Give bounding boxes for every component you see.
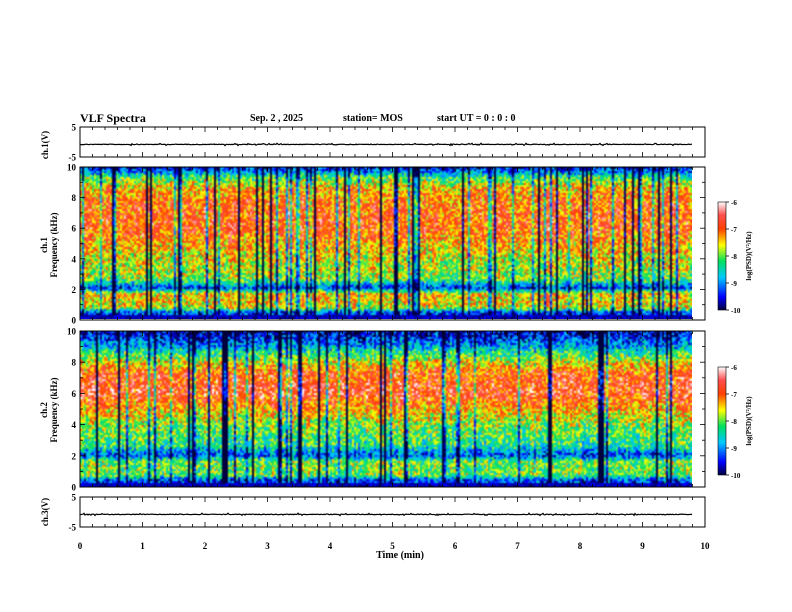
date-label: Sep. 2 , 2025	[250, 113, 304, 124]
ch3-waveform-ylabel: ch.3(V)	[40, 498, 50, 526]
ch2-colorbar-tick-label: -10	[731, 472, 741, 480]
ch1-colorbar-tick-label: -9	[731, 280, 737, 288]
ch1-colorbar-tick-label: -7	[731, 226, 737, 234]
ch1-colorbar-tick-label: -8	[731, 253, 737, 261]
ch1-colorbar	[717, 201, 727, 311]
ch1-waveform-ytick-label: 5	[72, 123, 77, 133]
ch3-waveform-ytick-label: -5	[69, 523, 77, 533]
ch1-colorbar-label: log(PSD)(V²/Hz)	[745, 231, 753, 281]
ch1-spectrogram-ylabel-1: ch.1	[39, 237, 49, 253]
ch2-spectrogram-ytick-label: 4	[72, 420, 77, 430]
x-tick-label: 8	[578, 541, 583, 551]
ch2-spectrogram-ytick-label: 2	[72, 451, 77, 461]
ch2-spectrogram-ylabel-2: Frequency (kHz)	[49, 377, 59, 442]
ch2-spectrogram-ytick-label: 10	[67, 327, 77, 337]
ch2-colorbar-tick-label: -9	[731, 445, 737, 453]
station-label: station= MOS	[343, 113, 403, 124]
x-axis-label: Time (min)	[376, 550, 424, 561]
ch2-spectrogram-ytick-label: 0	[72, 483, 77, 493]
ch1-spectrogram-ytick-label: 0	[72, 316, 77, 326]
ch2-colorbar-tick-label: -7	[731, 391, 737, 399]
ch2-spectrogram-image	[80, 331, 692, 487]
ch1-spectrogram-ylabel-2: Frequency (kHz)	[49, 212, 59, 277]
ch2-colorbar	[717, 366, 727, 476]
x-tick-label: 10	[701, 541, 711, 551]
figure-title: VLF Spectra	[80, 111, 146, 125]
ch1-colorbar-tick-label: -6	[731, 199, 737, 207]
x-tick-label: 2	[203, 541, 208, 551]
ch1-waveform-trace	[79, 142, 693, 147]
x-tick-label: 4	[328, 541, 333, 551]
ch1-spectrogram-ytick-label: 8	[72, 193, 77, 203]
x-tick-label: 6	[453, 541, 458, 551]
x-tick-label: 0	[78, 541, 83, 551]
ch2-spectrogram-ylabel-1: ch.2	[39, 402, 49, 418]
ch1-waveform-ytick-label: -5	[69, 153, 77, 163]
x-tick-label: 7	[515, 541, 520, 551]
ch3-waveform-ytick-label: 5	[72, 493, 77, 503]
ch1-colorbar-tick-label: -10	[731, 307, 741, 315]
x-tick-label: 5	[390, 541, 395, 551]
ch1-spectrogram-image	[80, 167, 692, 319]
x-tick-label: 1	[140, 541, 145, 551]
x-tick-label: 3	[265, 541, 270, 551]
ch1-spectrogram-ytick-label: 2	[72, 285, 77, 295]
ch1-spectrogram-ytick-label: 10	[67, 163, 77, 173]
ch2-colorbar-label: log(PSD)(V²/Hz)	[745, 396, 753, 446]
ch2-spectrogram-ytick-label: 8	[72, 358, 77, 368]
ch1-waveform-ylabel: ch.1(V)	[40, 131, 50, 159]
ch1-spectrogram-ytick-label: 4	[72, 254, 77, 264]
ch1-spectrogram-ytick-label: 6	[72, 224, 77, 234]
x-tick-label: 9	[640, 541, 645, 551]
ch2-colorbar-tick-label: -6	[731, 364, 737, 372]
ch2-spectrogram-ytick-label: 6	[72, 389, 77, 399]
ch2-colorbar-tick-label: -8	[731, 418, 737, 426]
start-time-label: start UT = 0 : 0 : 0	[437, 113, 516, 124]
ch3-waveform-trace	[79, 512, 693, 517]
